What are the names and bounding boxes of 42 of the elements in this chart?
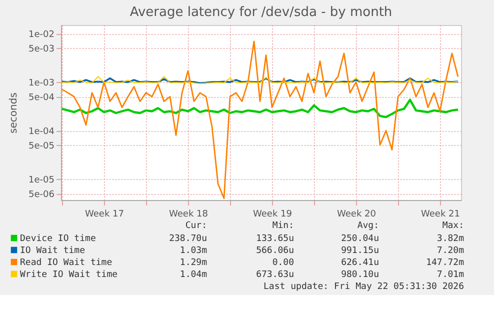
text: 7.20m [436,246,464,256]
y-tick-label: 1e-02 [28,30,54,40]
legend-label: Device IO time [20,234,96,244]
text: 566.06u [256,246,294,256]
text: 980.10u [341,270,379,280]
y-axis-title: seconds [8,92,20,134]
y-tick-label: 1e-04 [28,127,55,138]
text: Min: [272,221,294,231]
y-tick-label: 5e-03 [28,44,54,55]
x-tick-label: Week 20 [337,210,376,220]
text: 673.63u [256,270,294,280]
text: Last update: Fri May 22 05:31:30 2026 [264,282,464,292]
text: 147.72m [426,258,464,268]
text: 1.29m [180,258,207,268]
text: 626.41u [341,258,379,268]
text: 3.82m [436,234,464,244]
text: 238.70u [169,234,207,244]
text: Avg: [357,221,379,231]
text: 1.03m [180,246,207,256]
legend-label: IO Wait time [20,246,86,256]
x-tick-label: Week 19 [253,210,292,220]
legend-label: Write IO Wait time [20,270,118,280]
text: Cur: [185,221,207,231]
text: 0.00 [272,258,294,268]
text: 991.15u [341,246,379,256]
x-tick-label: Week 17 [85,210,124,220]
line-series [60,98,460,118]
legend-label: Read IO Wait time [20,258,112,268]
y-tick-label: 1e-03 [28,78,54,89]
line-series [61,40,459,200]
y-tick-label: 5e-04 [28,93,55,104]
text: 133.65u [256,234,294,244]
y-tick-label: 5e-05 [28,142,54,152]
text: 250.04u [341,234,379,244]
text: 1.04m [180,270,207,280]
x-tick-label: Week 18 [169,210,208,220]
text: Max: [442,221,464,231]
y-tick-label: 5e-06 [28,190,55,200]
x-tick-label: Week 21 [421,210,460,220]
text: 7.01m [436,270,464,280]
chart-title: Average latency for /dev/sda - by month [130,5,392,20]
y-tick-label: 1e-05 [28,176,54,186]
